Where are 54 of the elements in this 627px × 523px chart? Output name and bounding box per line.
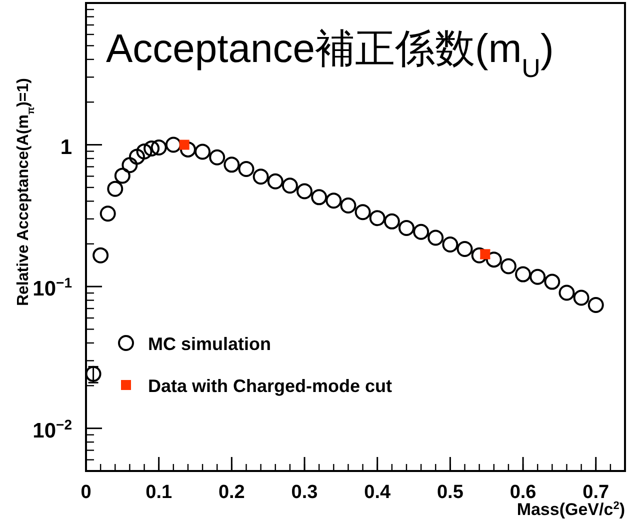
point [530,268,546,285]
point [252,168,269,185]
legend-label: MC simulation [148,334,272,354]
point [238,160,254,177]
x-tick-label: 0.3 [291,482,318,503]
y-tick-label: 10$^{−2}$ [32,416,72,442]
point [558,284,575,301]
x-axis-title: Mass(GeV/c$^{2}$) [516,500,625,519]
point [194,144,211,160]
point [128,148,145,165]
x-tick-label: 0.5 [436,482,464,503]
point [165,136,182,153]
point [100,206,116,222]
point [471,247,488,264]
point [354,204,371,220]
x-tick-label: 0.6 [510,482,536,503]
point [114,168,130,184]
point [150,139,167,156]
point [515,266,532,282]
point [500,258,516,274]
point [209,149,226,166]
point [398,220,414,236]
point [180,141,196,158]
point [369,210,386,226]
point [573,290,590,306]
y-tick-label: 1 [60,136,72,159]
x-tick-label: 0.7 [582,482,610,503]
point [428,230,444,246]
point [296,183,313,200]
point [144,140,160,156]
point [267,173,284,190]
point [311,189,328,206]
point [384,213,400,230]
point [340,197,356,214]
point [588,297,604,314]
x-tick-label: 0.1 [146,482,172,503]
x-tick-label: 0.4 [364,482,391,503]
x-tick-label: 0.2 [218,482,245,503]
point [282,178,298,194]
y-tick-label: 10$^{−1}$ [32,274,72,301]
point [413,224,430,240]
legend-label: Data with Charged-mode cut [148,376,392,396]
point [442,236,458,252]
point [122,157,138,174]
point [326,192,342,209]
point [544,274,560,290]
point [107,180,124,197]
point [456,241,473,258]
point [486,252,502,268]
x-tick-label: 0 [80,482,92,503]
text: Acceptance補正係数(m$_{U}$) [106,27,554,83]
point [92,247,109,264]
point [224,156,240,173]
point [136,143,152,160]
